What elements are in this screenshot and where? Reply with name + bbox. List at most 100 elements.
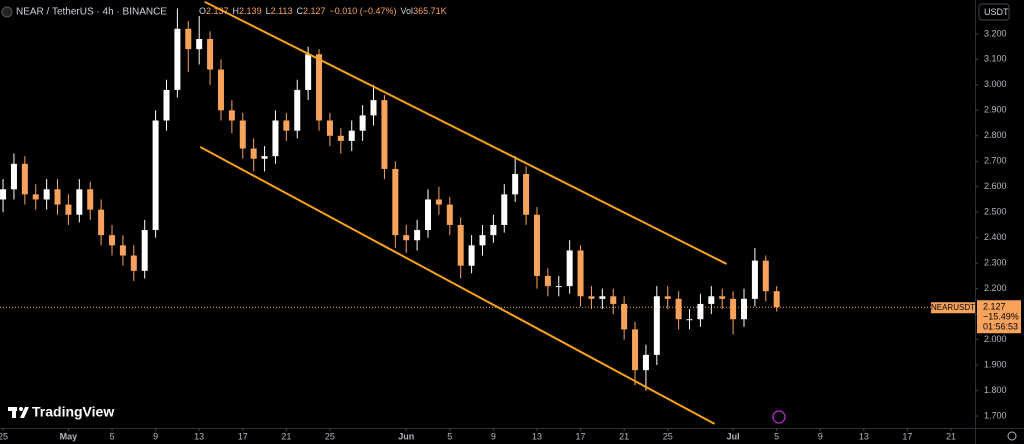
x-tick-label: 13 — [532, 431, 542, 441]
ohlc-label: O — [199, 6, 206, 16]
candle-body — [305, 54, 312, 90]
y-tick-label: 3.100 — [984, 54, 1007, 64]
logo-shape — [19, 407, 23, 411]
candle-body — [10, 163, 17, 190]
trend-line — [199, 146, 716, 425]
candle-body — [119, 245, 126, 256]
y-tick-label: 3.000 — [984, 79, 1007, 89]
candle-body — [762, 260, 769, 292]
logo-shape — [12, 407, 16, 418]
candle-body — [544, 275, 551, 287]
price-tag-value: 2.127 — [983, 302, 1006, 312]
candle-body — [32, 194, 39, 200]
candle-body — [381, 100, 388, 169]
candle-body — [457, 224, 464, 266]
candle-body — [610, 296, 617, 304]
x-tick-label: 5 — [110, 431, 115, 441]
candle-body — [523, 174, 530, 215]
candle-body — [174, 28, 181, 90]
x-tick-label: 21 — [281, 431, 291, 441]
candle-body — [76, 189, 83, 215]
ohlc-text: O2.137 H2.139 L2.113 C2.127 −0.010 (−0.47%) V… — [199, 6, 447, 16]
candle-body — [414, 230, 421, 241]
ohlc-label: C — [296, 6, 303, 16]
candle-body — [359, 115, 366, 131]
y-tick-label: 2.300 — [984, 258, 1007, 268]
y-tick-label: 1.900 — [984, 359, 1007, 369]
candle-body — [207, 38, 214, 70]
ohlc-value: 2.137 — [206, 6, 229, 16]
x-tick-label: Jun — [398, 431, 414, 441]
candle-body — [708, 296, 715, 304]
y-tick-label: 2.700 — [984, 156, 1007, 166]
candle-body — [152, 120, 159, 231]
x-tick-label: 21 — [946, 431, 956, 441]
plot-area — [0, 0, 975, 425]
x-tick-label: 13 — [859, 431, 869, 441]
candle-body — [0, 189, 7, 200]
x-tick-label: Jul — [727, 431, 740, 441]
candle-body — [239, 120, 246, 149]
x-tick-label: 17 — [902, 431, 912, 441]
volume-value: 365.71K — [413, 6, 447, 16]
x-tick-label: 21 — [619, 431, 629, 441]
price-tag-countdown: 01:56:53 — [983, 322, 1018, 332]
currency-button[interactable] — [978, 3, 1010, 21]
candle-body — [250, 148, 257, 159]
y-tick-label: 2.600 — [984, 181, 1007, 191]
y-tick-label: 1.700 — [984, 410, 1007, 420]
candle-body — [675, 298, 682, 320]
candle-body — [632, 329, 639, 371]
candle-body — [566, 250, 573, 287]
candle-body — [588, 296, 595, 299]
ohlc-legend: O2.137 H2.139 L2.113 C2.127 −0.010 (−0.47%) V… — [199, 6, 447, 16]
candle-body — [283, 120, 290, 131]
change-value: −0.010 (−0.47%) — [329, 6, 396, 16]
candle-body — [653, 296, 660, 355]
candle-body — [348, 130, 355, 141]
symbol-title: NEAR / TetherUS · 4h · BINANCE — [16, 7, 167, 18]
candle-body — [642, 354, 649, 371]
ohlc-value: 2.139 — [239, 6, 262, 16]
candle-body — [719, 296, 726, 299]
x-tick-label: 25 — [663, 431, 673, 441]
ohlc-value: 2.113 — [271, 6, 293, 16]
y-tick-label: 2.800 — [984, 130, 1007, 140]
candle-body — [98, 209, 105, 236]
candle-body — [130, 255, 137, 271]
volume-label: Vol — [401, 6, 414, 16]
y-tick-label: 2.400 — [984, 232, 1007, 242]
y-tick-label: 1.800 — [984, 385, 1007, 395]
candle-body — [577, 250, 584, 297]
x-tick-label: 5 — [447, 431, 452, 441]
candle-body — [555, 286, 562, 288]
alert-icon[interactable] — [772, 410, 786, 424]
logo: TradingView — [8, 404, 114, 420]
ohlc-value: 2.127 — [303, 6, 326, 16]
candle-body — [261, 156, 268, 159]
logo-shape — [20, 407, 29, 418]
candle-body — [403, 235, 410, 241]
candle-body — [370, 100, 377, 116]
x-tick-label: May — [60, 431, 78, 441]
x-tick-label: 9 — [491, 431, 496, 441]
candle-body — [217, 69, 224, 111]
candle-body — [65, 204, 72, 215]
y-tick-label: 2.900 — [984, 105, 1007, 115]
x-tick-label: 25 — [325, 431, 335, 441]
currency-label[interactable]: USDT — [984, 7, 1009, 17]
candle-body — [741, 298, 747, 320]
candle-body — [87, 189, 94, 210]
candle-body — [599, 296, 606, 299]
price-tag — [977, 300, 1021, 334]
y-tick-label: 2.000 — [984, 334, 1007, 344]
candle-body — [479, 235, 486, 246]
ohlc-label: L — [266, 6, 271, 16]
candle-body — [446, 204, 453, 225]
candle-body — [228, 110, 235, 121]
candle-body — [490, 224, 497, 236]
settings-icon[interactable] — [1007, 431, 1017, 441]
